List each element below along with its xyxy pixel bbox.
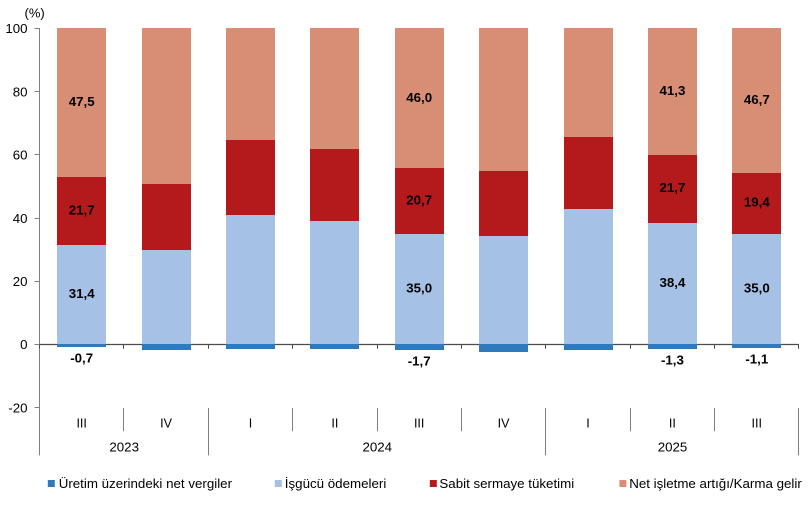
svg-text:21,7: 21,7 — [69, 202, 95, 217]
svg-text:19,4: 19,4 — [744, 195, 770, 210]
svg-text:-1,7: -1,7 — [408, 354, 431, 369]
svg-text:Net işletme artığı/Karma gelir: Net işletme artığı/Karma gelir — [629, 476, 802, 491]
svg-text:-1,3: -1,3 — [661, 352, 684, 367]
svg-text:I: I — [249, 416, 253, 430]
svg-text:II: II — [669, 416, 676, 430]
svg-text:III: III — [752, 416, 763, 430]
svg-text:İşgücü ödemeleri: İşgücü ödemeleri — [285, 476, 387, 491]
svg-text:-20: -20 — [8, 400, 27, 415]
svg-text:I: I — [586, 416, 590, 430]
svg-text:0: 0 — [20, 337, 27, 352]
svg-text:40: 40 — [13, 211, 28, 226]
svg-text:IV: IV — [160, 416, 172, 430]
svg-text:46,0: 46,0 — [406, 90, 432, 105]
svg-text:(%): (%) — [25, 5, 45, 20]
svg-text:38,4: 38,4 — [659, 275, 685, 290]
svg-text:2024: 2024 — [363, 440, 393, 455]
svg-text:III: III — [76, 416, 87, 430]
svg-text:III: III — [414, 416, 425, 430]
svg-text:20,7: 20,7 — [406, 193, 432, 208]
svg-text:Üretim üzerindeki net vergiler: Üretim üzerindeki net vergiler — [59, 476, 233, 491]
svg-text:46,7: 46,7 — [744, 92, 770, 107]
svg-text:2023: 2023 — [109, 440, 139, 455]
svg-text:20: 20 — [13, 274, 28, 289]
svg-text:Sabit sermaye tüketimi: Sabit sermaye tüketimi — [439, 476, 574, 491]
svg-text:41,3: 41,3 — [659, 83, 685, 98]
svg-text:80: 80 — [13, 84, 28, 99]
svg-text:-0,7: -0,7 — [70, 350, 93, 365]
svg-text:21,7: 21,7 — [659, 180, 685, 195]
svg-text:2025: 2025 — [658, 440, 688, 455]
svg-text:35,0: 35,0 — [744, 281, 770, 296]
svg-text:-1,1: -1,1 — [745, 352, 769, 367]
svg-text:31,4: 31,4 — [69, 286, 95, 301]
svg-text:IV: IV — [498, 416, 510, 430]
svg-text:100: 100 — [5, 21, 27, 36]
svg-text:35,0: 35,0 — [406, 281, 432, 296]
svg-text:60: 60 — [13, 148, 28, 163]
svg-text:47,5: 47,5 — [69, 94, 95, 109]
svg-text:II: II — [331, 416, 338, 430]
